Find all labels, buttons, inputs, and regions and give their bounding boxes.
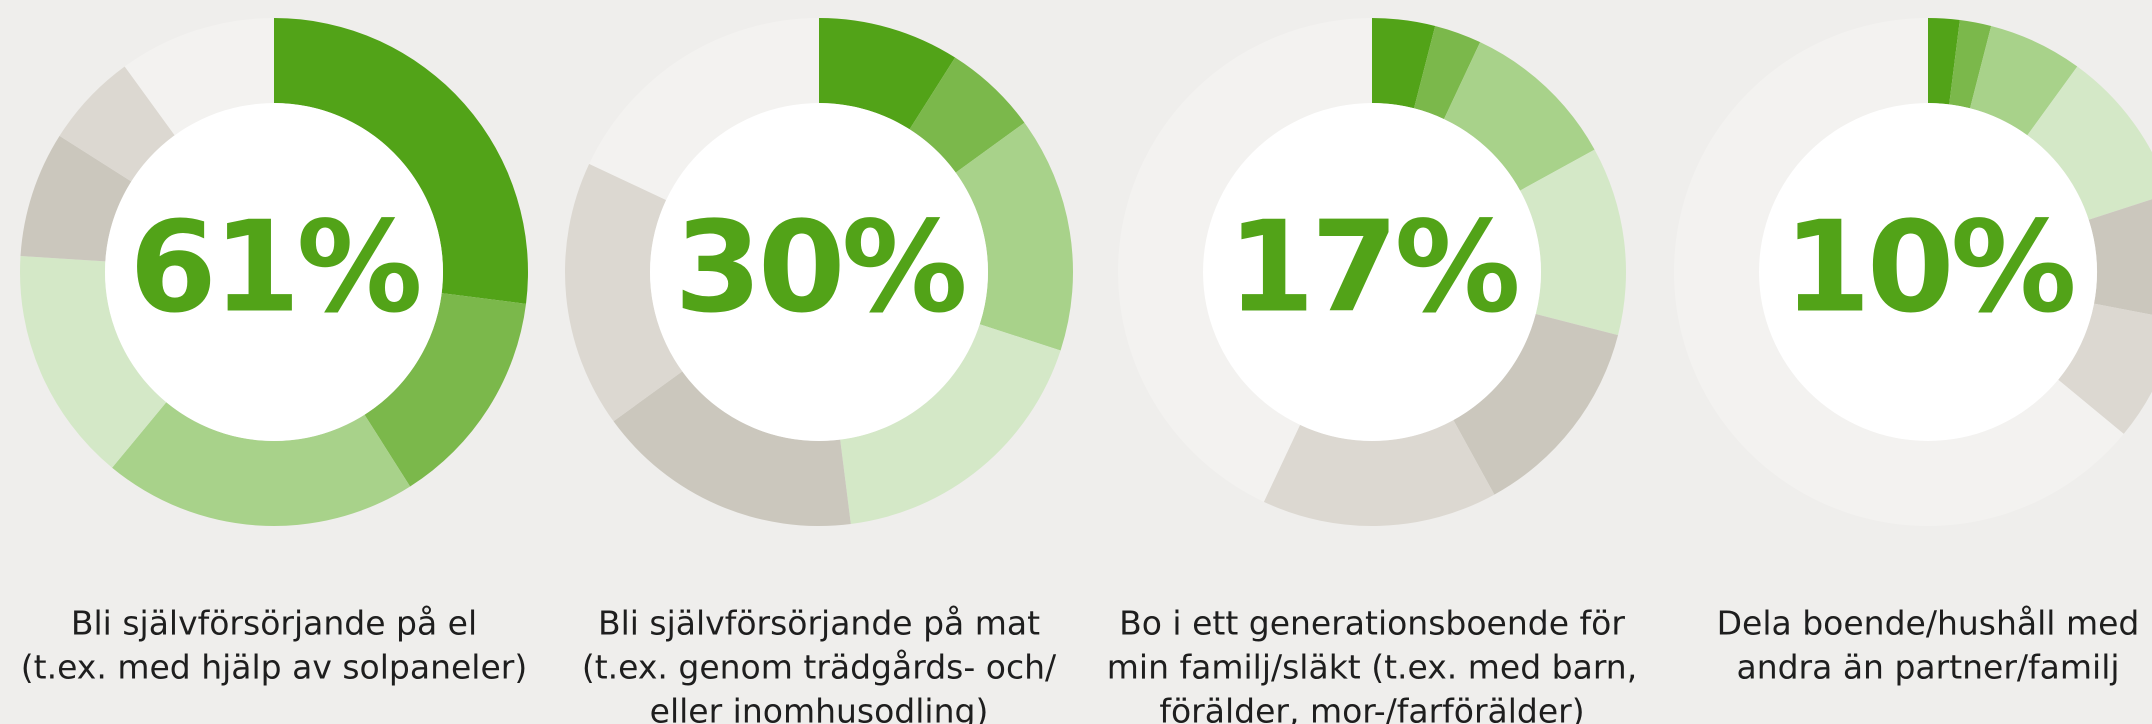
center-percentage: 17% — [1227, 194, 1517, 341]
donut-segment — [1949, 20, 1992, 109]
donut-segment — [1443, 42, 1595, 191]
caption-line: andra än partner/familj — [1736, 648, 2119, 687]
donut-segment — [1263, 420, 1495, 527]
center-percentage: 30% — [674, 194, 964, 341]
donut-segment — [1674, 18, 2124, 526]
donut-segment — [589, 17, 819, 201]
donut-segment — [565, 163, 683, 422]
donut-segment — [59, 66, 175, 182]
donut-segment — [274, 18, 528, 304]
donut-segment — [2088, 199, 2152, 315]
donut-segment — [2027, 66, 2152, 220]
donut-segment — [1453, 314, 1619, 495]
donut-segment — [1928, 18, 1960, 105]
caption-line: Bli självförsörjande på mat — [598, 604, 1040, 643]
donut-segment — [112, 402, 411, 526]
caption-line: (t.ex. genom trädgårds- och/ — [582, 648, 1057, 687]
caption-line: eller inomhusodling) — [650, 692, 989, 724]
caption-line: Bli självförsörjande på el — [71, 604, 477, 643]
center-percentage: 10% — [1783, 194, 2073, 341]
donut-segment — [19, 256, 167, 468]
center-percentage: 61% — [129, 194, 419, 341]
donut-segment — [20, 135, 132, 262]
donut-segment — [1520, 149, 1626, 336]
donut-segment — [1970, 25, 2078, 136]
donut-segment — [1414, 25, 1481, 120]
donut-segment — [124, 18, 274, 136]
donut-segment — [840, 324, 1061, 524]
donut-segment — [819, 18, 956, 130]
donut-segment — [364, 293, 526, 487]
donut-segment — [955, 122, 1073, 351]
caption-line: förälder, mor-/farförälder) — [1159, 692, 1584, 724]
donut-segment — [1117, 18, 1372, 502]
caption-line: (t.ex. med hjälp av solpaneler) — [21, 648, 527, 687]
donut-hole — [1203, 103, 1541, 441]
donut-segment — [909, 57, 1025, 173]
donut-segment — [1372, 18, 1436, 109]
donut-hole — [105, 103, 443, 441]
donut-segment — [613, 371, 851, 526]
donut-segment — [2058, 303, 2152, 434]
caption-line: min familj/släkt (t.ex. med barn, — [1107, 648, 1637, 687]
caption-line: Dela boende/hushåll med — [1717, 604, 2140, 643]
donut-hole — [1759, 103, 2097, 441]
donut-hole — [650, 103, 988, 441]
caption-line: Bo i ett generationsboende för — [1119, 604, 1625, 643]
